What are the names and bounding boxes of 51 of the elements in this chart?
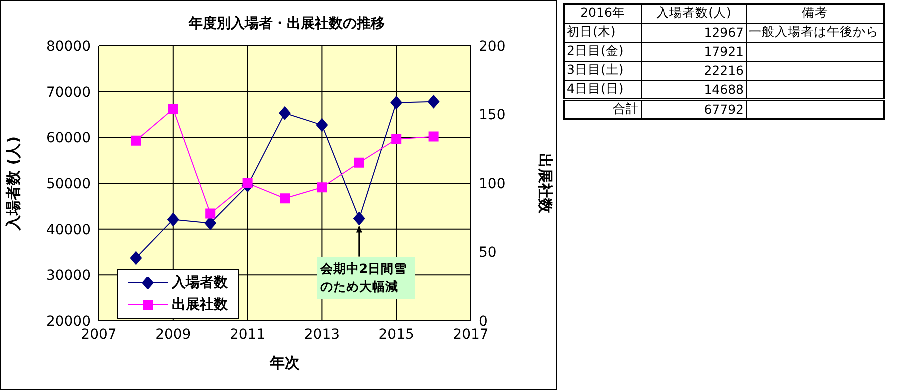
- text: 2日目(金): [567, 43, 624, 58]
- text: 67792: [704, 102, 744, 116]
- y-tick-label: 40000: [46, 222, 91, 238]
- x-tick-label: 2013: [304, 326, 340, 343]
- point: [392, 134, 402, 144]
- chart-title: 年度別入場者・出展社数の推移: [188, 15, 386, 33]
- y-tick-label: 80000: [46, 38, 91, 55]
- point: [168, 104, 178, 114]
- legend-label: 入場者数: [172, 274, 228, 292]
- point: [390, 96, 403, 110]
- text: 一般入場者は午後から: [749, 24, 879, 39]
- text: 合計: [613, 100, 639, 116]
- x-axis-title: 年次: [269, 354, 301, 372]
- y-tick-label: 70000: [46, 84, 91, 101]
- y2-tick-label: 50: [479, 245, 497, 262]
- x-tick-label: 2009: [156, 326, 192, 343]
- annotation: 会期中2日間雪のため大幅減: [317, 256, 416, 299]
- y2-tick-label: 150: [479, 108, 506, 124]
- y2-axis-title: 出展社数: [536, 154, 555, 214]
- x-tick-label: 2011: [230, 326, 266, 343]
- x-tick-label: 2015: [378, 326, 414, 343]
- y2-tick-label: 100: [479, 176, 506, 192]
- y-axis-title: 入場者数 (人): [4, 136, 22, 232]
- point: [206, 208, 216, 219]
- y-tick-label: 60000: [46, 130, 91, 147]
- point: [279, 106, 291, 120]
- point: [130, 251, 142, 266]
- legend-label: 出展社数: [172, 296, 228, 314]
- text: 12967: [704, 25, 744, 40]
- point: [280, 194, 290, 204]
- point: [354, 158, 364, 168]
- text: 入場者数(人): [656, 5, 732, 20]
- text: 4日目(日): [567, 80, 624, 96]
- point: [353, 212, 366, 226]
- point: [131, 136, 142, 146]
- point: [428, 132, 439, 142]
- y-tick-label: 30000: [46, 268, 91, 284]
- y-tick-label: 50000: [46, 176, 91, 192]
- text: 備考: [802, 5, 828, 20]
- text: 14688: [704, 82, 744, 96]
- point: [317, 182, 328, 193]
- point: [428, 94, 440, 109]
- text: 初日(木): [567, 24, 616, 39]
- text: 17921: [704, 44, 744, 59]
- y2-tick-label: 200: [479, 38, 506, 55]
- point: [316, 118, 328, 132]
- text: 3日目(土): [567, 62, 624, 77]
- text: 2016年: [580, 5, 626, 20]
- text: 22216: [704, 63, 744, 78]
- point: [167, 212, 180, 227]
- point: [242, 178, 253, 188]
